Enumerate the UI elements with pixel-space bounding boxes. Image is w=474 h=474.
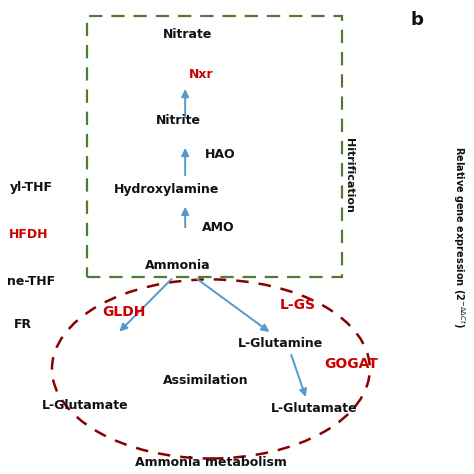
Text: Assimilation: Assimilation (164, 374, 249, 387)
Text: Ammonia metabolism: Ammonia metabolism (135, 456, 287, 469)
Text: GOGAT: GOGAT (324, 357, 378, 371)
Text: Nxr: Nxr (189, 68, 214, 81)
Text: HFDH: HFDH (9, 228, 48, 241)
Text: L-GS: L-GS (279, 298, 315, 312)
Text: FR: FR (14, 318, 32, 331)
Text: ne-THF: ne-THF (7, 275, 55, 288)
Text: HAO: HAO (205, 148, 236, 161)
Text: Hitrification: Hitrification (344, 138, 354, 213)
Text: yl-THF: yl-THF (9, 181, 53, 194)
Text: L-Glutamate: L-Glutamate (41, 399, 128, 412)
Text: Relative gene expression (2$^{-\Delta\Delta Ct}$): Relative gene expression (2$^{-\Delta\De… (451, 146, 466, 328)
Text: Ammonia: Ammonia (146, 259, 211, 272)
Text: AMO: AMO (201, 221, 234, 234)
Text: GLDH: GLDH (103, 305, 146, 319)
Text: Nitrate: Nitrate (163, 28, 212, 41)
Text: L-Glutamate: L-Glutamate (270, 402, 357, 416)
Text: Hydroxylamine: Hydroxylamine (114, 183, 219, 196)
Text: Nitrite: Nitrite (155, 114, 201, 127)
Text: L-Glutamine: L-Glutamine (238, 337, 324, 349)
Text: b: b (410, 11, 423, 29)
